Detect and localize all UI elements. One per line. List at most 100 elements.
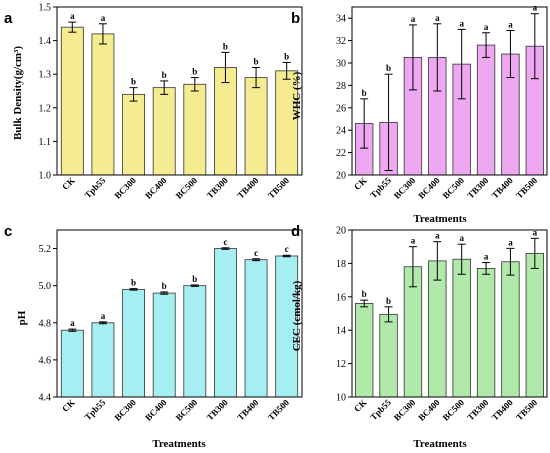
significance-label: a [101, 311, 106, 321]
y-tick-label: 4.8 [39, 318, 52, 329]
error-bar [98, 23, 107, 45]
x-tick-label: TB500 [514, 397, 539, 422]
y-tick-label: 10 [336, 393, 346, 404]
error-bar [433, 23, 442, 92]
x-tick-label: Tpb55 [83, 175, 108, 200]
significance-label: a [533, 3, 538, 13]
y-tick-label: 34 [336, 14, 346, 25]
significance-label: b [386, 296, 391, 306]
x-tick-label: Tpb55 [368, 175, 393, 200]
y-tick-label: 26 [336, 103, 346, 114]
x-axis-title-c: Treatments [152, 438, 206, 450]
x-tick-label: BC300 [113, 175, 139, 201]
y-axis-title-a: Bulk Density(g/cm³) [12, 46, 24, 140]
error-bar [457, 243, 466, 275]
y-axis-title-b: WHC (%) [291, 71, 303, 120]
error-bar [282, 61, 291, 80]
bar-tpb55 [91, 33, 115, 176]
bar-tpb55 [91, 322, 115, 398]
bar-ck [60, 26, 84, 176]
significance-label: a [484, 22, 489, 32]
bar-bc400 [428, 260, 447, 398]
significance-label: b [362, 88, 367, 98]
significance-label: a [411, 236, 416, 246]
error-bar [252, 66, 261, 89]
x-tick-label: Tpb55 [83, 397, 108, 422]
y-tick-label: 32 [336, 36, 346, 47]
significance-label: b [192, 67, 197, 77]
error-bar [408, 246, 417, 288]
x-tick-label: TB400 [235, 175, 260, 200]
error-bar [221, 51, 230, 84]
error-bar [160, 291, 169, 295]
y-tick-label: 28 [336, 81, 346, 92]
bar-tb300 [214, 248, 237, 398]
y-tick-label: 4.4 [39, 393, 52, 404]
significance-label: a [459, 18, 464, 28]
bar-ck [60, 329, 84, 398]
x-tick-label: TB500 [266, 175, 291, 200]
plot-frame [56, 6, 303, 176]
bar-bc500 [183, 83, 207, 176]
significance-label: b [162, 281, 167, 291]
significance-label: c [254, 248, 258, 258]
significance-label: a [484, 252, 489, 262]
x-tick-label: TB300 [205, 397, 230, 422]
significance-label: b [162, 70, 167, 80]
error-bar [160, 80, 169, 95]
error-bar [482, 262, 491, 275]
significance-label: a [508, 237, 513, 247]
y-tick-label: 12 [336, 359, 346, 370]
error-bar [68, 328, 77, 332]
error-bar [457, 28, 466, 100]
bar-tb400 [244, 77, 268, 176]
significance-label: b [362, 289, 367, 299]
x-tick-label: TB500 [514, 175, 539, 200]
significance-label: a [533, 227, 538, 237]
significance-label: a [101, 13, 106, 23]
y-tick-label: 5.0 [39, 281, 52, 292]
error-bar [384, 306, 393, 323]
y-tick-label: 5.2 [39, 244, 52, 255]
error-bar [129, 288, 138, 291]
y-tick-label: 20 [336, 171, 346, 182]
significance-label: b [254, 56, 259, 66]
significance-label: a [459, 233, 464, 243]
error-bar [221, 247, 230, 250]
bar-tb300 [476, 44, 496, 176]
bar-bc300 [122, 93, 145, 176]
y-tick-label: 1.2 [39, 103, 52, 114]
bar-bc300 [122, 288, 145, 398]
bar-tb500 [525, 252, 544, 398]
significance-label: b [223, 41, 228, 51]
x-tick-label: BC400 [143, 175, 169, 201]
x-tick-label: BC400 [416, 397, 442, 423]
y-tick-label: 22 [336, 148, 346, 159]
error-bar [482, 32, 491, 58]
y-tick-label: 1.5 [39, 3, 52, 14]
y-tick-label: 16 [336, 292, 346, 303]
x-tick-label: TB500 [266, 397, 291, 422]
x-tick-label: TB300 [205, 175, 230, 200]
error-bar [360, 299, 369, 308]
plot-frame [56, 229, 303, 398]
error-bar [530, 13, 539, 80]
significance-label: a [411, 14, 416, 24]
significance-label: a [435, 231, 440, 241]
y-tick-label: 18 [336, 259, 346, 270]
y-tick-label: 1.1 [39, 137, 52, 148]
panel-letter-c: c [4, 223, 12, 240]
significance-label: b [386, 63, 391, 73]
y-axis-title-c: pH [16, 310, 28, 325]
y-axis-title-d: CEC (cmol/kg) [291, 280, 303, 351]
y-tick-label: 14 [336, 326, 346, 337]
bar-tpb55 [379, 313, 398, 398]
bar-bc500 [183, 285, 207, 398]
error-bar [506, 30, 515, 79]
x-tick-label: BC300 [392, 175, 418, 201]
significance-label: a [435, 13, 440, 23]
error-bar [190, 284, 199, 287]
bar-tb300 [476, 268, 496, 398]
x-tick-label: TB400 [490, 397, 515, 422]
